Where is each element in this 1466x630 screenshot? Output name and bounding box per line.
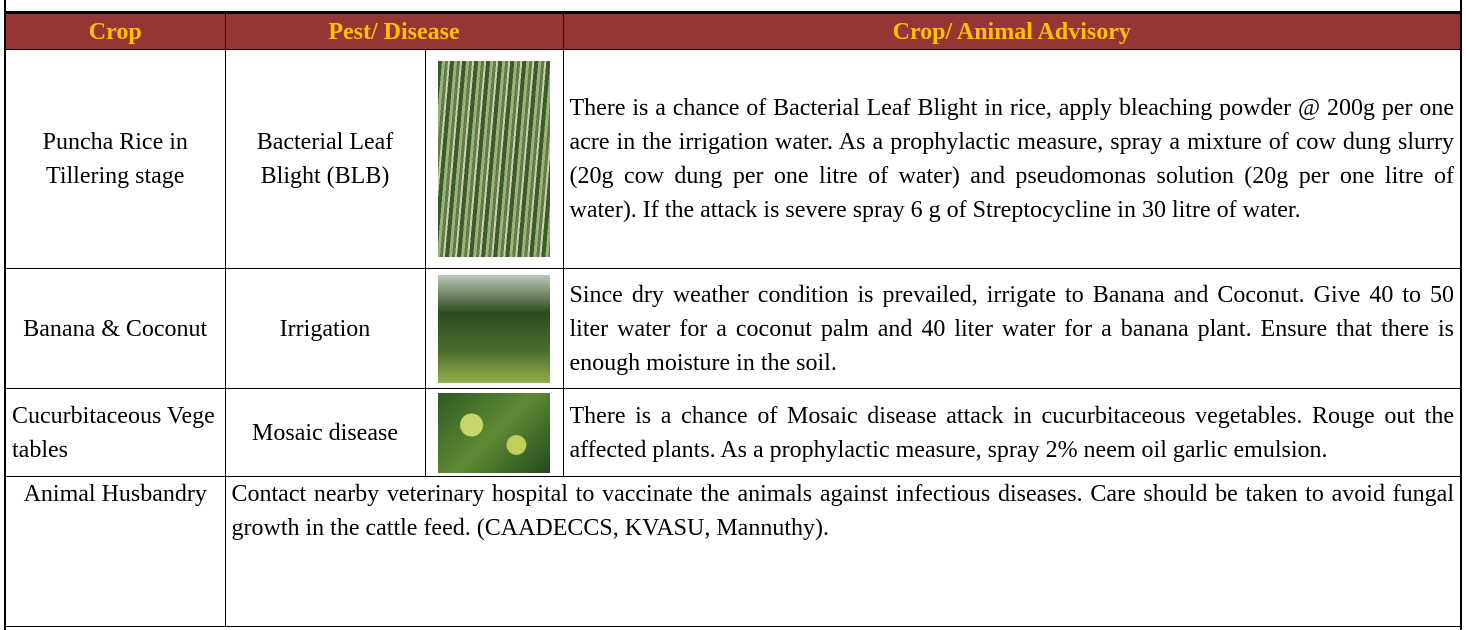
row: Banana & Coconut Irrigation Since dry we… xyxy=(6,269,1460,389)
leaf-image xyxy=(438,393,550,473)
crop-cell: Puncha Rice in Tillering stage xyxy=(6,50,225,269)
advisory-cell: There is a chance of Bacterial Leaf Blig… xyxy=(563,50,1460,269)
header-cell: Pest/ Disease xyxy=(225,14,563,50)
crop-cell: Animal Husbandry xyxy=(6,477,225,627)
pest-cell: Irrigation xyxy=(225,269,425,389)
advisory-cell: Contact nearby veterinary hospital to va… xyxy=(225,477,1460,627)
header-cell: Crop xyxy=(6,14,225,50)
row: Animal Husbandry Contact nearby veterina… xyxy=(6,477,1460,627)
header-row: Crop Pest/ Disease Crop/ Animal Advisory xyxy=(6,14,1460,50)
pest-cell: Bacterial Leaf Blight (BLB) xyxy=(225,50,425,269)
crop-cell: Cucurbitaceous Vegetables xyxy=(6,389,225,477)
pest-cell: Mosaic disease xyxy=(225,389,425,477)
crop-cell: Banana & Coconut xyxy=(6,269,225,389)
rice-image xyxy=(438,61,550,257)
image-cell xyxy=(425,50,563,269)
image-cell xyxy=(425,389,563,477)
advisory-cell: Since dry weather condition is prevailed… xyxy=(563,269,1460,389)
page: Crop Pest/ Disease Crop/ Animal Advisory… xyxy=(4,0,1462,630)
advisory-cell: There is a chance of Mosaic disease atta… xyxy=(563,389,1460,477)
image-cell xyxy=(425,269,563,389)
palm-image xyxy=(438,275,550,383)
advisory-table: Crop Pest/ Disease Crop/ Animal Advisory… xyxy=(6,13,1460,627)
cropped-top-strip xyxy=(6,0,1460,13)
row: Puncha Rice in Tillering stage Bacterial… xyxy=(6,50,1460,269)
header-cell: Crop/ Animal Advisory xyxy=(563,14,1460,50)
row: Cucurbitaceous Vegetables Mosaic disease… xyxy=(6,389,1460,477)
